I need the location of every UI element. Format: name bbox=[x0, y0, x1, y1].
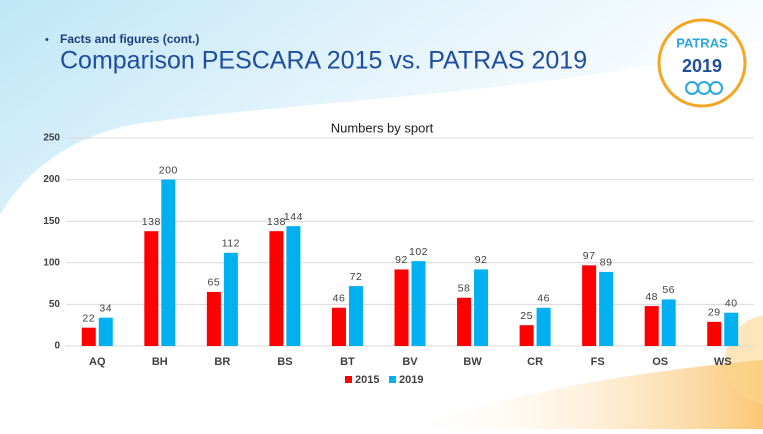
bar bbox=[81, 327, 96, 346]
bar bbox=[144, 231, 159, 346]
bar bbox=[394, 269, 409, 346]
value-label: 92 bbox=[475, 254, 488, 266]
bar bbox=[724, 312, 739, 346]
value-label: 89 bbox=[600, 257, 613, 269]
value-label: 92 bbox=[395, 254, 408, 266]
background-wave bbox=[0, 0, 763, 215]
x-tick-label: OS bbox=[652, 356, 668, 368]
bar bbox=[582, 265, 597, 346]
value-label: 102 bbox=[409, 246, 428, 258]
chart-title: Numbers by sport bbox=[331, 120, 434, 135]
logo-ring bbox=[709, 81, 723, 95]
x-tick-label: BR bbox=[214, 356, 230, 368]
y-tick-label: 150 bbox=[43, 216, 60, 227]
bullet: • bbox=[45, 34, 49, 46]
logo-name: PATRAS bbox=[676, 35, 728, 50]
x-tick-label: BT bbox=[340, 356, 355, 368]
x-tick-label: BW bbox=[463, 356, 482, 368]
x-tick-label: WS bbox=[714, 356, 732, 368]
bar bbox=[474, 269, 489, 346]
bar bbox=[331, 307, 346, 346]
value-label: 200 bbox=[159, 164, 178, 176]
value-label: 25 bbox=[520, 310, 533, 322]
value-label: 58 bbox=[458, 283, 471, 295]
bar bbox=[348, 286, 363, 346]
y-tick-label: 200 bbox=[43, 174, 60, 185]
background-wave bbox=[400, 360, 763, 429]
y-tick-label: 0 bbox=[54, 341, 60, 352]
y-tick-label: 50 bbox=[49, 299, 61, 310]
bar bbox=[206, 291, 221, 346]
value-label: 29 bbox=[708, 307, 721, 319]
bullet-text: Facts and figures (cont.) bbox=[60, 32, 199, 46]
value-label: 46 bbox=[537, 293, 550, 305]
y-tick-label: 250 bbox=[43, 133, 60, 144]
x-tick-label: FS bbox=[591, 356, 605, 368]
legend-label: 2019 bbox=[399, 374, 423, 386]
bar bbox=[98, 317, 113, 346]
value-label: 48 bbox=[645, 291, 658, 303]
value-label: 144 bbox=[284, 211, 303, 223]
bar bbox=[161, 179, 176, 346]
bar bbox=[707, 321, 722, 346]
value-label: 65 bbox=[208, 277, 221, 289]
bar bbox=[536, 307, 551, 346]
value-label: 34 bbox=[99, 302, 112, 314]
x-tick-label: BH bbox=[152, 356, 168, 368]
value-label: 72 bbox=[350, 271, 363, 283]
bar bbox=[286, 226, 301, 346]
y-tick-label: 100 bbox=[43, 257, 60, 268]
value-label: 138 bbox=[142, 216, 161, 228]
x-tick-label: BS bbox=[277, 356, 292, 368]
bar bbox=[644, 306, 659, 346]
value-label: 40 bbox=[725, 298, 738, 310]
bar bbox=[519, 325, 534, 346]
bar bbox=[661, 299, 676, 346]
x-tick-label: CR bbox=[527, 356, 543, 368]
bar bbox=[457, 297, 472, 346]
legend-label: 2015 bbox=[355, 374, 379, 386]
value-label: 97 bbox=[583, 250, 596, 262]
legend-swatch bbox=[389, 376, 396, 383]
slide-title: Comparison PESCARA 2015 vs. PATRAS 2019 bbox=[60, 47, 587, 75]
value-label: 112 bbox=[222, 238, 240, 250]
value-label: 138 bbox=[267, 216, 286, 228]
chart: 0 50 100 150 200 250 AQ 22 34 BH 138 200 BR 65 112 BS 13… bbox=[43, 133, 754, 386]
value-label: 22 bbox=[82, 312, 95, 324]
bar bbox=[223, 252, 238, 346]
value-label: 46 bbox=[333, 293, 346, 305]
x-tick-label: AQ bbox=[89, 356, 106, 368]
legend-swatch bbox=[345, 376, 352, 383]
bar bbox=[411, 261, 426, 346]
bar bbox=[269, 231, 284, 346]
logo-ring bbox=[657, 18, 747, 108]
x-tick-label: BV bbox=[402, 356, 418, 368]
bar bbox=[599, 271, 614, 346]
logo-year: 2019 bbox=[682, 56, 722, 76]
value-label: 56 bbox=[662, 284, 675, 296]
logo: PATRAS 2019 bbox=[657, 18, 747, 108]
